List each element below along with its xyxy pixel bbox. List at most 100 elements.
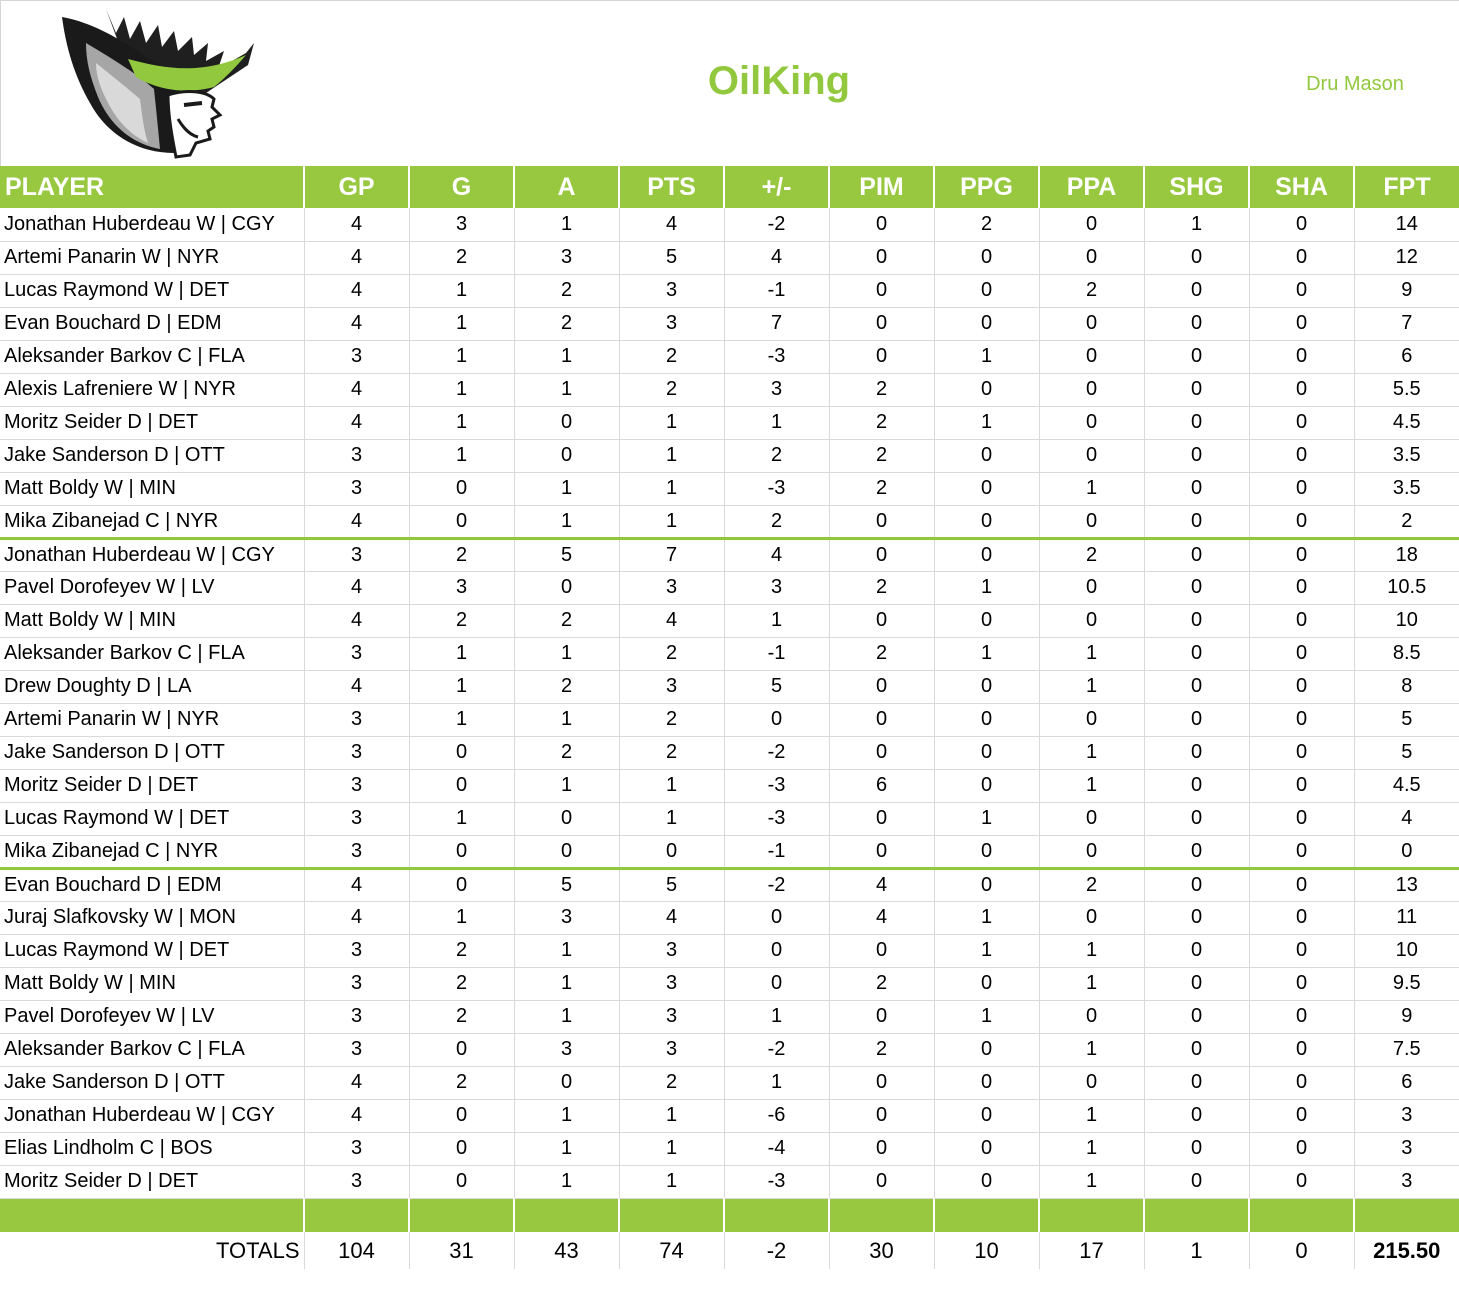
stat-cell: 0 (1143, 241, 1249, 275)
table-row: Jake Sanderson D | OTT 4 2 0 2 1 0 0 0 0 0 6 (0, 1066, 1459, 1100)
stat-cell: 1 (408, 307, 514, 341)
stat-cell: 3 (303, 439, 409, 473)
stat-cell: 1 (1038, 769, 1144, 803)
stat-cell: 0 (1038, 703, 1144, 737)
stat-cell: 7 (618, 536, 724, 572)
stat-cell: 0 (1038, 340, 1144, 374)
stat-cell: 1 (408, 406, 514, 440)
stat-cell: 4 (828, 901, 934, 935)
player-name-cell: Evan Bouchard D | EDM (0, 866, 304, 902)
stat-cell: 0 (828, 802, 934, 836)
stat-cell: 0 (1143, 736, 1249, 770)
stat-cell: 1 (933, 802, 1039, 836)
stat-cell: -2 (723, 736, 829, 770)
stat-cell: 13 (1353, 866, 1459, 902)
stat-cell: 4 (303, 670, 409, 704)
stat-cell: 0 (933, 604, 1039, 638)
stat-cell: 3 (303, 536, 409, 572)
stat-cell: 0 (1038, 802, 1144, 836)
stat-cell: 2 (828, 439, 934, 473)
stat-cell: 2 (828, 406, 934, 440)
table-row: Alexis Lafreniere W | NYR 4 1 1 2 3 2 0 0 0 0 5.5 (0, 373, 1459, 407)
stat-cell: 11 (1353, 901, 1459, 935)
stat-cell: 0 (1248, 637, 1354, 671)
stat-cell: 2 (513, 604, 619, 638)
stat-cell: 2 (618, 637, 724, 671)
stat-cell: 5.5 (1353, 373, 1459, 407)
stat-cell: 0 (828, 505, 934, 539)
stat-cell: 2 (408, 1000, 514, 1034)
stat-cell: 6 (828, 769, 934, 803)
total-cell: 10 (933, 1232, 1039, 1269)
stat-cell: 0 (933, 373, 1039, 407)
stat-cell: 9 (1353, 1000, 1459, 1034)
player-name-cell: Mika Zibanejad C | NYR (0, 505, 304, 539)
separator-cell (723, 1198, 829, 1232)
total-cell: 17 (1038, 1232, 1144, 1269)
stat-cell: 0 (828, 1000, 934, 1034)
stat-cell: 0 (1038, 604, 1144, 638)
stat-cell: 1 (408, 340, 514, 374)
stat-cell: 2 (828, 967, 934, 1001)
stat-cell: -1 (723, 835, 829, 869)
stat-cell: 3 (513, 1033, 619, 1067)
stat-cell: 0 (1143, 536, 1249, 572)
player-name-cell: Aleksander Barkov C | FLA (0, 1033, 304, 1067)
player-name-cell: Aleksander Barkov C | FLA (0, 637, 304, 671)
stat-cell: 0 (1143, 472, 1249, 506)
total-cell: 30 (828, 1232, 934, 1269)
stat-cell: 2 (513, 670, 619, 704)
stat-cell: 5 (513, 866, 619, 902)
stat-cell: 1 (513, 1132, 619, 1166)
stat-cell: 0 (408, 835, 514, 869)
stat-cell: 5 (1353, 703, 1459, 737)
stat-cell: 4 (1353, 802, 1459, 836)
stat-cell: 1 (618, 1165, 724, 1199)
table-row: Matt Boldy W | MIN 4 2 2 4 1 0 0 0 0 0 10 (0, 604, 1459, 638)
stat-cell: 1 (513, 1099, 619, 1133)
stat-cell: 0 (1248, 571, 1354, 605)
stat-cell: 0 (1248, 866, 1354, 902)
stat-cell: 0 (1248, 536, 1354, 572)
player-name-cell: Matt Boldy W | MIN (0, 472, 304, 506)
stat-cell: 0 (1143, 670, 1249, 704)
stat-cell: 0 (408, 505, 514, 539)
stat-cell: 0 (1248, 967, 1354, 1001)
player-stats-table: PLAYER GP G A PTS +/- PIM PPG PPA SHG SHA FPT Jonat… (0, 166, 1459, 1269)
stat-cell: 4 (303, 1099, 409, 1133)
table-row: Lucas Raymond W | DET 4 1 2 3 -1 0 0 2 0 0 9 (0, 274, 1459, 308)
stat-cell: 3 (303, 340, 409, 374)
stat-cell: -3 (723, 1165, 829, 1199)
stat-cell: 1 (1038, 1099, 1144, 1133)
stat-cell: 2 (513, 274, 619, 308)
column-header-stat: FPT (1353, 166, 1459, 208)
stat-cell: 0 (1143, 901, 1249, 935)
stat-cell: 1 (408, 373, 514, 407)
stat-cell: 0 (933, 472, 1039, 506)
stat-cell: 0 (1248, 604, 1354, 638)
table-row: Matt Boldy W | MIN 3 0 1 1 -3 2 0 1 0 0 3.5 (0, 472, 1459, 506)
stat-cell: 1 (933, 637, 1039, 671)
stat-cell: 0 (513, 571, 619, 605)
stat-cell: 2 (1038, 536, 1144, 572)
separator-cell (408, 1198, 514, 1232)
stat-cell: 9.5 (1353, 967, 1459, 1001)
stat-cell: 0 (1143, 1000, 1249, 1034)
stat-cell: 1 (933, 901, 1039, 935)
stat-cell: 3 (618, 1033, 724, 1067)
stat-cell: 0 (1038, 373, 1144, 407)
stat-cell: 0 (1248, 307, 1354, 341)
stat-cell: 0 (1143, 604, 1249, 638)
separator-cell (933, 1198, 1039, 1232)
stat-cell: 0 (1143, 406, 1249, 440)
stat-cell: 4 (303, 274, 409, 308)
stat-cell: 0 (1038, 241, 1144, 275)
column-header-stat: SHA (1248, 166, 1354, 208)
total-cell: 74 (618, 1232, 724, 1269)
stat-cell: 1 (1038, 472, 1144, 506)
table-body: Jonathan Huberdeau W | CGY 4 3 1 4 -2 0 2 0 1 0 14 A… (0, 208, 1459, 1269)
stat-cell: 2 (408, 1066, 514, 1100)
table-header-row: PLAYER GP G A PTS +/- PIM PPG PPA SHG SHA FPT (0, 166, 1459, 208)
stat-cell: 0 (513, 835, 619, 869)
stat-cell: 1 (618, 505, 724, 539)
